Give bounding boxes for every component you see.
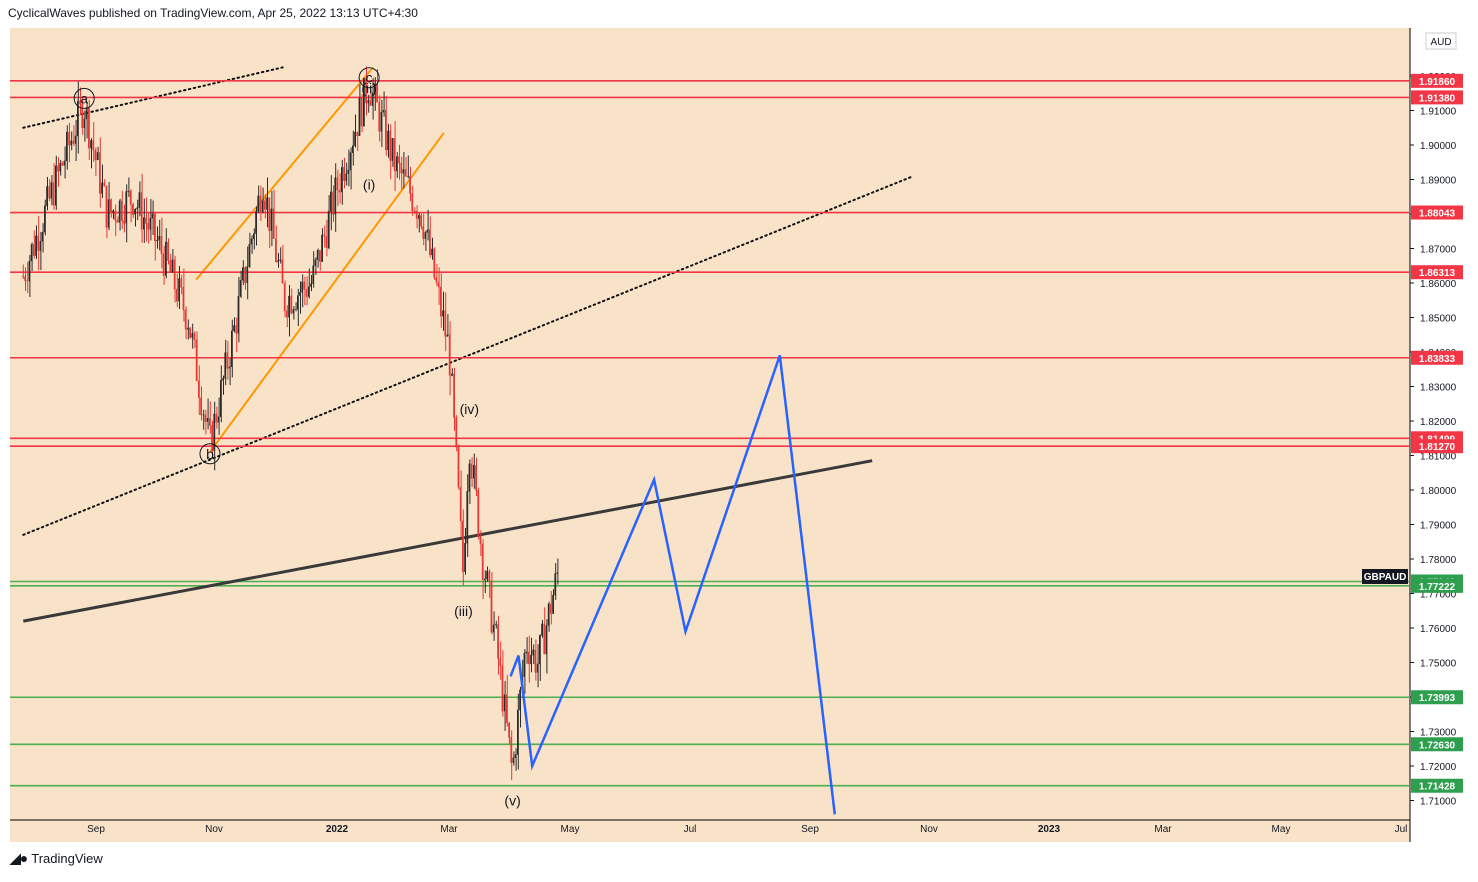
price-tag-label: 1.72630 xyxy=(1419,740,1456,751)
channel-line xyxy=(195,66,374,281)
solid-trendline xyxy=(23,459,873,623)
x-tick-label: Sep xyxy=(801,824,819,835)
x-tick-label: Nov xyxy=(205,824,223,835)
projection-path xyxy=(509,354,837,815)
wave-label: c xyxy=(366,70,373,86)
publish-caption: CyclicalWaves published on TradingView.c… xyxy=(8,6,418,20)
wave-label: (v) xyxy=(504,793,520,809)
price-tag-label: 1.73993 xyxy=(1419,693,1456,704)
y-tick-label: 1.72000 xyxy=(1420,762,1457,773)
x-tick-label: Jul xyxy=(684,824,697,835)
x-tick-label: 2022 xyxy=(326,824,349,835)
y-tick-label: 1.86000 xyxy=(1420,279,1457,290)
currency-badge: AUD xyxy=(1425,32,1457,50)
y-tick-label: 1.73000 xyxy=(1420,728,1457,739)
symbol-tag: GBPAUD xyxy=(1362,569,1408,584)
y-tick-label: 1.87000 xyxy=(1420,245,1457,256)
price-tag-label: 1.91380 xyxy=(1419,93,1456,104)
orange-channel xyxy=(195,66,445,453)
price-level-tags: 1.918601.913801.880431.863131.838331.814… xyxy=(1411,73,1463,793)
price-tag-box xyxy=(1411,690,1463,705)
price-tag-box xyxy=(1411,439,1463,454)
y-tick-label: 1.77000 xyxy=(1420,590,1457,601)
y-tick-label: 1.85000 xyxy=(1420,314,1457,325)
y-tick-label: 1.79000 xyxy=(1420,521,1457,532)
solid-trendline-line xyxy=(23,459,873,623)
x-tick-label: Nov xyxy=(920,824,938,835)
wave-label: a xyxy=(80,90,88,106)
y-tick-label: 1.80000 xyxy=(1420,486,1457,497)
y-tick-label: 1.89000 xyxy=(1420,176,1457,187)
price-tag-label: 1.77222 xyxy=(1419,582,1456,593)
y-tick-label: 1.75000 xyxy=(1420,659,1457,670)
price-tag-box xyxy=(1411,737,1463,752)
wave-label-circle xyxy=(199,443,221,465)
wave-label-circle xyxy=(73,87,95,109)
footer-brand[interactable]: ◢● TradingView xyxy=(10,850,103,867)
price-tag-box xyxy=(1411,578,1463,593)
y-tick-label: 1.90000 xyxy=(1420,141,1457,152)
y-tick-label: 1.91000 xyxy=(1420,107,1457,118)
price-tag-label: 1.88043 xyxy=(1419,209,1456,220)
wave-label-circle xyxy=(358,67,380,89)
x-tick-label: 2023 xyxy=(1038,824,1061,835)
x-tick-label: Jul xyxy=(1395,824,1408,835)
footer-brand-label: TradingView xyxy=(31,851,103,866)
plot-background xyxy=(10,28,1410,842)
x-tick-label: May xyxy=(1272,824,1291,835)
price-tag-box xyxy=(1411,350,1463,365)
x-tick-label: Mar xyxy=(1154,824,1172,835)
wave-label: (i) xyxy=(363,177,375,193)
price-tag-box xyxy=(1411,205,1463,220)
price-tag-label: 1.86313 xyxy=(1419,268,1456,279)
price-tag-label: 1.83833 xyxy=(1419,354,1456,365)
wave-label: (iii) xyxy=(454,603,473,619)
x-tick-label: Sep xyxy=(87,824,105,835)
price-tag-box xyxy=(1411,90,1463,105)
y-tick-label: 1.76000 xyxy=(1420,624,1457,635)
tradingview-logo-icon: ◢● xyxy=(10,850,28,866)
price-tag-label: 1.71428 xyxy=(1419,782,1456,793)
price-tag-box xyxy=(1411,265,1463,280)
time-axis-ticks: Sep Nov 2022 Mar May Jul Sep Nov 2023 Mar May Jul xyxy=(10,819,1410,835)
wave-label: (ii) xyxy=(361,80,377,96)
x-tick-label: May xyxy=(561,824,580,835)
dotted-trendline xyxy=(22,66,284,129)
dotted-trendlines xyxy=(22,66,915,536)
projection-polyline xyxy=(509,354,837,815)
dotted-trendline xyxy=(22,175,915,536)
channel-line xyxy=(209,132,445,453)
wave-label: b xyxy=(206,446,214,462)
price-tag-box xyxy=(1411,73,1463,88)
x-tick-label: Mar xyxy=(440,824,458,835)
price-tag-box xyxy=(1411,778,1463,793)
price-candles xyxy=(21,66,559,781)
wave-labels: a b c(ii) (i) (iv) (iii) (v) xyxy=(73,67,521,809)
y-tick-label: 1.78000 xyxy=(1420,555,1457,566)
y-tick-label: 1.71000 xyxy=(1420,797,1457,808)
currency-badge-text: AUD xyxy=(1430,37,1451,48)
y-tick-label: 1.81000 xyxy=(1420,452,1457,463)
y-tick-label: 1.82000 xyxy=(1420,417,1457,428)
wave-label: (iv) xyxy=(460,401,479,417)
price-tag-label: 1.91860 xyxy=(1419,77,1456,88)
y-tick-label: 1.83000 xyxy=(1420,383,1457,394)
price-tag-label: 1.81270 xyxy=(1419,442,1456,453)
symbol-tag-text: GBPAUD xyxy=(1364,572,1407,583)
